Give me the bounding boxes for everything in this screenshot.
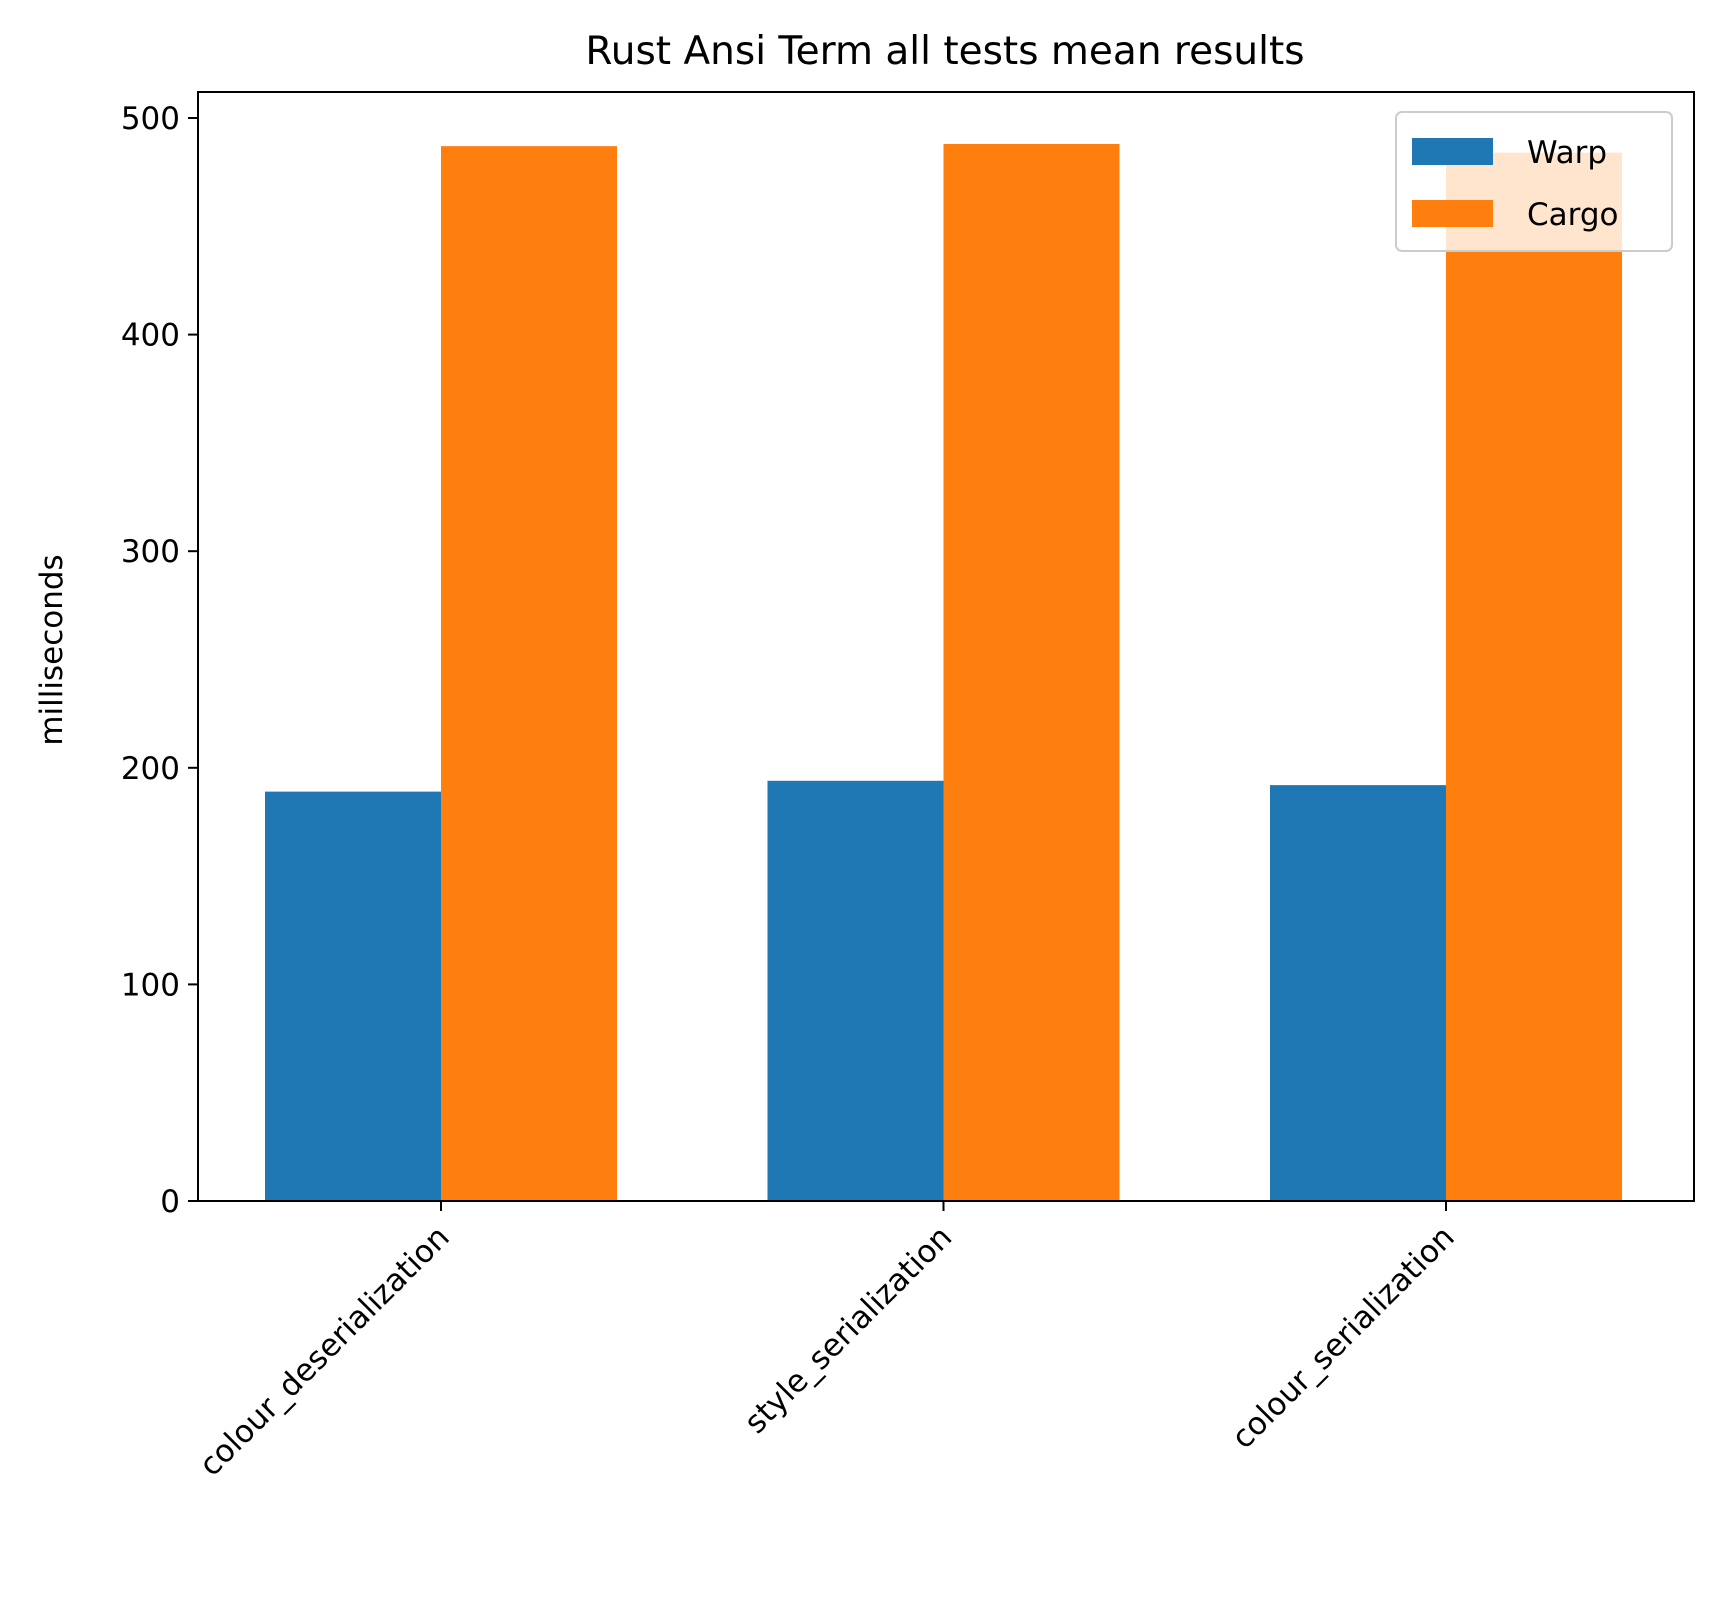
legend-label-cargo: Cargo (1527, 197, 1619, 233)
bar-cargo-style_serialization (943, 143, 1120, 1201)
legend-swatch-warp (1412, 138, 1493, 165)
legend-label-warp: Warp (1527, 135, 1607, 171)
y-tick-label: 400 (121, 318, 180, 354)
bar-warp-style_serialization (767, 780, 944, 1201)
bars-group (265, 143, 1622, 1201)
legend: Warp Cargo (1395, 111, 1673, 252)
y-tick-label: 0 (160, 1184, 180, 1220)
y-tick-label: 100 (121, 967, 180, 1003)
y-tick-label: 500 (121, 101, 180, 137)
bar-warp-colour_deserialization (265, 791, 441, 1201)
y-tick-label: 200 (121, 751, 180, 787)
bar-warp-colour_serialization (1270, 785, 1446, 1201)
chart-title: Rust Ansi Term all tests mean results (585, 29, 1304, 74)
y-axis-label: milliseconds (34, 554, 70, 745)
y-axis: 0 100 200 300 400 500 (121, 101, 198, 1220)
bar-cargo-colour_serialization (1446, 152, 1622, 1201)
plot-frame (197, 91, 1695, 1202)
y-tick-label: 300 (121, 534, 180, 570)
legend-swatch-cargo (1412, 200, 1493, 227)
bar-cargo-colour_deserialization (441, 146, 617, 1201)
